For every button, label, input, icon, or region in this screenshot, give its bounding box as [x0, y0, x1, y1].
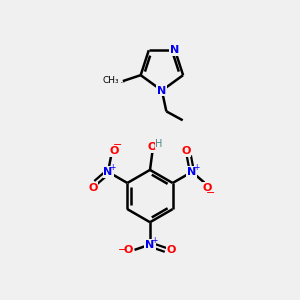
- Text: O: O: [148, 142, 157, 152]
- Text: H: H: [155, 139, 163, 149]
- Text: methyl: methyl: [122, 81, 126, 83]
- Text: O: O: [110, 146, 119, 156]
- Text: +: +: [193, 163, 199, 172]
- Text: O: O: [88, 183, 98, 193]
- Text: +: +: [151, 236, 157, 245]
- Text: −: −: [117, 245, 127, 255]
- Text: N: N: [146, 239, 154, 250]
- Text: O: O: [124, 245, 133, 255]
- Text: N: N: [170, 45, 180, 55]
- Text: N: N: [187, 167, 196, 177]
- Text: −: −: [113, 140, 122, 150]
- Text: O: O: [167, 245, 176, 255]
- Text: O: O: [202, 183, 212, 193]
- Text: O: O: [181, 146, 190, 156]
- Text: CH₃: CH₃: [103, 76, 119, 85]
- Text: −: −: [206, 188, 215, 198]
- Text: N: N: [103, 167, 113, 177]
- Text: N: N: [157, 85, 167, 96]
- Text: +: +: [109, 163, 116, 172]
